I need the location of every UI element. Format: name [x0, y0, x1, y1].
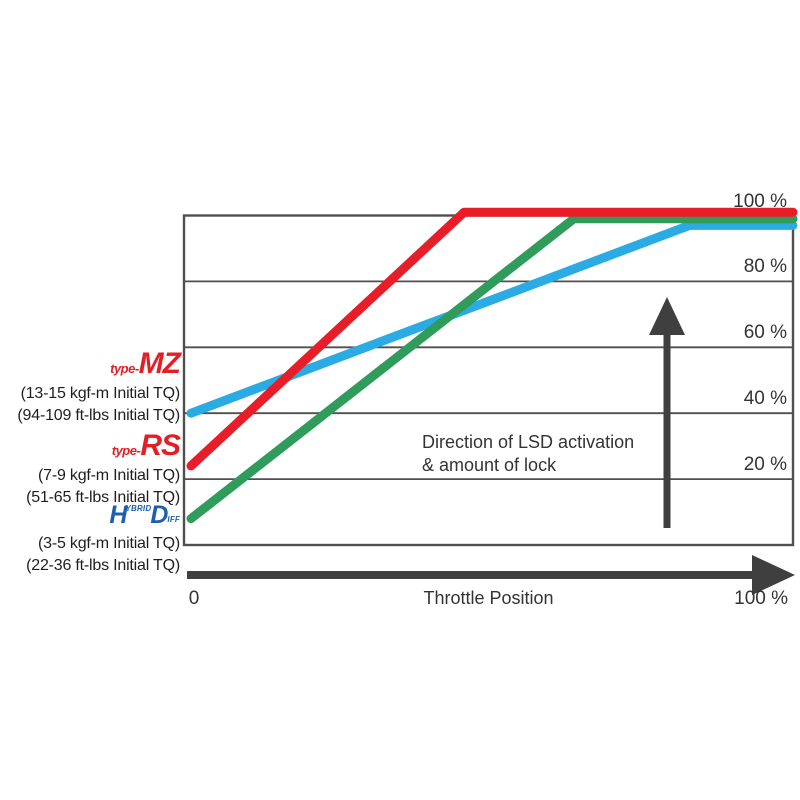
- throttle-axis-arrow-icon: [187, 555, 795, 595]
- type-rs-spec-ftlbs: (51-65 ft-lbs Initial TQ): [26, 489, 180, 506]
- hd-logo-iff: IFF: [167, 515, 180, 524]
- series-line-hybrid-diff-hd: [186, 214, 798, 524]
- type-rs-logo: type-RS: [0, 429, 181, 465]
- y-axis-tick-label-40: 40 %: [743, 388, 787, 410]
- type-rs-logo-text: RS: [140, 429, 181, 462]
- series-line-type-rs: [186, 207, 798, 471]
- y-axis-tick-label-100: 100 %: [733, 190, 787, 212]
- direction-annotation: Direction of LSD activation & amount of …: [422, 431, 634, 477]
- series-label-hybrid-diff-hd: HYBRIDDIFF (3-5 kgf-m Initial TQ) (22-36…: [0, 496, 180, 577]
- type-mz-logo: type-MZ: [0, 347, 181, 383]
- y-axis-tick-label-60: 60 %: [743, 322, 787, 344]
- lock-direction-arrow-icon: [649, 297, 685, 528]
- hd-logo-h: H: [109, 501, 128, 529]
- hd-spec-kgfm: (3-5 kgf-m Initial TQ): [38, 535, 180, 552]
- x-axis-max-label: 100 %: [734, 588, 788, 609]
- type-mz-spec-kgfm: (13-15 kgf-m Initial TQ): [20, 385, 181, 402]
- y-axis-tick-label-80: 80 %: [743, 256, 787, 278]
- series-label-type-rs: type-RS (7-9 kgf-m Initial TQ) (51-65 ft…: [0, 429, 181, 509]
- type-mz-logo-text: MZ: [138, 347, 181, 380]
- direction-annotation-line2: & amount of lock: [422, 455, 557, 475]
- series-lines: [186, 207, 798, 524]
- direction-annotation-line1: Direction of LSD activation: [422, 432, 635, 452]
- y-axis-tick-label-20: 20 %: [743, 454, 787, 476]
- type-rs-spec-kgfm: (7-9 kgf-m Initial TQ): [38, 467, 180, 484]
- type-mz-spec-ftlbs: (94-109 ft-lbs Initial TQ): [17, 407, 180, 424]
- hd-spec-ftlbs: (22-36 ft-lbs Initial TQ): [26, 557, 180, 574]
- hybrid-diff-hd-logo: HYBRIDDIFF: [0, 496, 180, 533]
- x-axis-min-label: 0: [188, 588, 200, 609]
- hd-logo-ybrid: YBRID: [125, 504, 152, 513]
- type-mz-logo-prefix: type-: [110, 361, 139, 376]
- series-line-type-mz: [186, 220, 798, 418]
- x-axis-title: Throttle Position: [423, 588, 554, 608]
- hd-logo-d: D: [150, 501, 169, 529]
- series-label-type-mz: type-MZ (13-15 kgf-m Initial TQ) (94-109…: [0, 347, 181, 427]
- type-rs-logo-prefix: type-: [111, 443, 141, 458]
